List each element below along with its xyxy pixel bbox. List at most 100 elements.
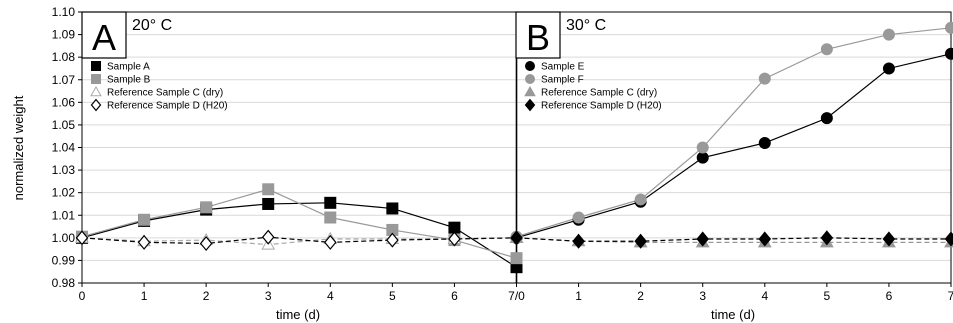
series-markers-panel-b xyxy=(509,21,953,249)
legend-label: Reference Sample C (dry) xyxy=(107,88,223,99)
panel-b-header: B 30° C xyxy=(515,11,606,59)
y-tick-label: 1.05 xyxy=(52,118,76,132)
series-line xyxy=(516,53,952,239)
y-axis-label: normalized weight xyxy=(11,95,26,200)
x-axis-label-panel-b: time (d) xyxy=(711,307,755,322)
x-tick-label: 7/0 xyxy=(508,289,525,303)
x-tick-label: 2 xyxy=(203,289,210,303)
data-point xyxy=(696,141,709,154)
y-tick-label: 1.02 xyxy=(52,186,76,200)
panel-a-letter: A xyxy=(92,17,116,58)
data-point xyxy=(572,233,585,249)
series-line xyxy=(516,27,952,238)
x-tick-label: 6 xyxy=(451,289,458,303)
data-point xyxy=(820,43,833,56)
legend-label: Sample F xyxy=(541,75,584,86)
panel-a-letter-box xyxy=(81,11,127,59)
data-point xyxy=(262,183,275,196)
data-point xyxy=(448,231,461,247)
legend-label: Sample B xyxy=(107,75,151,86)
y-tick-label: 1.06 xyxy=(52,95,76,109)
x-tick-label: 5 xyxy=(389,289,396,303)
x-tick-label: 3 xyxy=(699,289,706,303)
data-point xyxy=(882,62,895,75)
series-layer xyxy=(75,21,953,274)
data-point xyxy=(634,193,647,206)
data-point xyxy=(386,232,399,248)
x-axis-label-panel-a: time (d) xyxy=(276,307,320,322)
y-tick-label: 0.98 xyxy=(52,276,76,290)
y-tick-label: 1.00 xyxy=(52,231,76,245)
panel-b-temperature: 30° C xyxy=(566,17,606,34)
x-tick-label: 3 xyxy=(265,289,272,303)
data-point xyxy=(758,136,771,149)
data-point xyxy=(324,211,337,224)
x-axis: 0 1 2 3 4 5 6 7/0 1 2 3 4 5 6 7 xyxy=(79,283,953,303)
x-tick-label: 4 xyxy=(761,289,768,303)
legend-marker xyxy=(90,98,102,112)
panel-a-header: A 20° C xyxy=(81,11,172,59)
data-point xyxy=(882,28,895,41)
legend-panel-a: Sample A Sample B Reference Sample C (dry)… xyxy=(90,61,228,112)
legend-label: Reference Sample D (H20) xyxy=(107,101,228,112)
series-lines-panel-a xyxy=(81,188,517,268)
series-markers-panel-a xyxy=(75,183,524,274)
data-point xyxy=(261,229,275,245)
data-point xyxy=(758,72,771,85)
y-tick-label: 1.09 xyxy=(52,28,76,42)
data-point xyxy=(510,252,523,265)
y-tick-label: 1.10 xyxy=(52,5,76,19)
y-tick-label: 1.07 xyxy=(52,73,76,87)
legend-marker xyxy=(91,74,101,84)
data-point xyxy=(262,197,275,210)
x-tick-label: 2 xyxy=(637,289,644,303)
y-tick-label: 0.99 xyxy=(52,253,76,267)
y-tick-label: 1.03 xyxy=(52,163,76,177)
series-line xyxy=(81,236,517,245)
data-point xyxy=(882,231,896,247)
x-tick-label: 7 xyxy=(948,289,953,303)
panel-a-temperature: 20° C xyxy=(132,17,172,34)
data-point xyxy=(945,21,953,34)
x-tick-label: 5 xyxy=(824,289,831,303)
data-point xyxy=(758,231,772,247)
data-point xyxy=(634,233,647,249)
panel-b-letter-box xyxy=(515,11,561,59)
legend-label: Sample A xyxy=(107,62,150,73)
data-point xyxy=(200,201,213,214)
data-point xyxy=(386,202,399,215)
legend-marker xyxy=(524,86,536,97)
legend-label: Reference Sample D (H20) xyxy=(541,101,662,112)
legend-marker xyxy=(524,98,536,112)
data-point xyxy=(137,234,151,250)
series-lines-panel-b xyxy=(516,27,952,243)
data-point xyxy=(75,230,89,246)
legend-marker xyxy=(90,86,102,97)
data-point xyxy=(696,151,709,164)
x-tick-label: 1 xyxy=(575,289,582,303)
y-axis: 0.98 0.99 1.00 1.01 1.02 1.03 1.04 1.05 1.06 1.07… xyxy=(52,5,82,290)
data-point xyxy=(510,230,523,246)
x-tick-label: 6 xyxy=(886,289,893,303)
x-tick-label: 1 xyxy=(141,289,148,303)
x-tick-label: 4 xyxy=(327,289,334,303)
y-tick-label: 1.08 xyxy=(52,50,76,64)
data-point xyxy=(945,47,953,60)
legend-label: Reference Sample C (dry) xyxy=(541,88,657,99)
legend-label: Sample E xyxy=(541,62,585,73)
x-tick-label: 0 xyxy=(79,289,86,303)
data-point xyxy=(572,211,585,224)
data-point xyxy=(138,213,151,226)
y-tick-label: 1.01 xyxy=(52,208,76,222)
data-point xyxy=(324,234,337,250)
data-point xyxy=(199,235,213,252)
y-tick-label: 1.04 xyxy=(52,141,76,155)
panel-b-letter: B xyxy=(526,17,550,58)
data-point xyxy=(324,196,337,209)
data-point xyxy=(820,230,834,246)
legend-panel-b: Sample E Sample F Reference Sample C (dry)… xyxy=(524,61,662,112)
legend-marker xyxy=(525,74,535,84)
data-point xyxy=(944,231,953,247)
legend-marker xyxy=(525,61,535,71)
